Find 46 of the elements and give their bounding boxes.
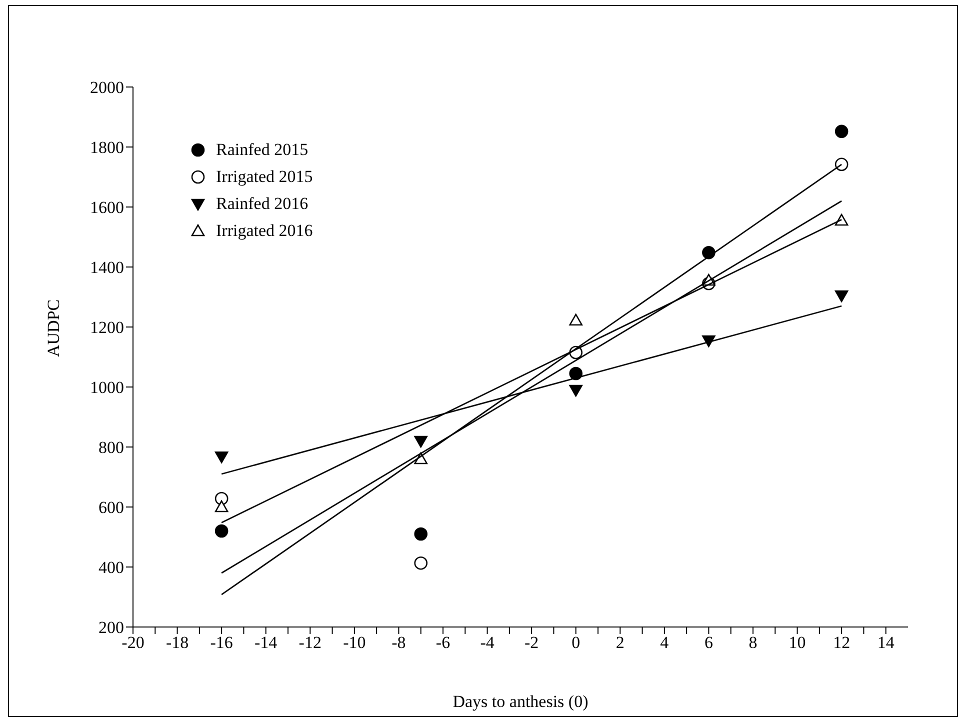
legend-label: Irrigated 2016	[216, 220, 313, 240]
x-tick-label: 4	[660, 633, 670, 652]
legend-label: Irrigated 2015	[216, 166, 313, 186]
point	[214, 524, 228, 538]
point	[834, 290, 848, 302]
y-tick-label: 800	[98, 438, 124, 458]
x-tick-label: 8	[748, 633, 758, 652]
legend-label: Rainfed 2016	[216, 194, 308, 214]
x-tick-label: 2	[616, 633, 624, 652]
x-tick-label: -18	[166, 633, 189, 652]
y-axis-title: AUDPC	[44, 299, 64, 357]
x-axis-title: Days to anthesis (0)	[452, 692, 588, 711]
x-tick-label: 10	[788, 633, 806, 652]
x-tick-label: -2	[524, 633, 539, 652]
y-tick-label: 600	[98, 498, 124, 518]
y-tick-label: 400	[98, 558, 124, 578]
point	[214, 451, 228, 464]
y-tick-label: 1600	[90, 198, 124, 218]
x-tick-label: -4	[480, 633, 495, 652]
y-tick-label: 1200	[90, 318, 124, 338]
x-tick-label: -6	[436, 633, 450, 652]
x-tick-label: -8	[392, 633, 406, 652]
point	[414, 556, 428, 570]
x-tick-label: 12	[833, 633, 850, 652]
point	[414, 527, 428, 541]
y-tick-label: 1000	[90, 378, 124, 398]
x-tick-label: 14	[877, 633, 895, 652]
point	[834, 124, 848, 138]
legend-label: Rainfed 2015	[216, 140, 308, 160]
x-tick-label: 6	[704, 633, 713, 652]
y-tick-label: 2000	[90, 78, 124, 98]
point	[569, 314, 583, 326]
x-tick-label: -20	[122, 633, 144, 652]
y-tick-label: 1800	[90, 138, 124, 158]
point	[569, 366, 583, 380]
x-tick-label: -16	[210, 633, 233, 652]
y-tick-label: 1400	[90, 258, 124, 278]
x-tick-label: 0	[572, 633, 580, 652]
point	[414, 436, 428, 448]
x-tick-label: -14	[254, 633, 278, 652]
y-tick-label: 200	[98, 618, 124, 638]
point	[569, 384, 583, 397]
x-tick-label: -12	[298, 633, 322, 652]
point	[834, 158, 848, 172]
point	[214, 500, 228, 512]
x-tick-label: -10	[343, 633, 366, 652]
